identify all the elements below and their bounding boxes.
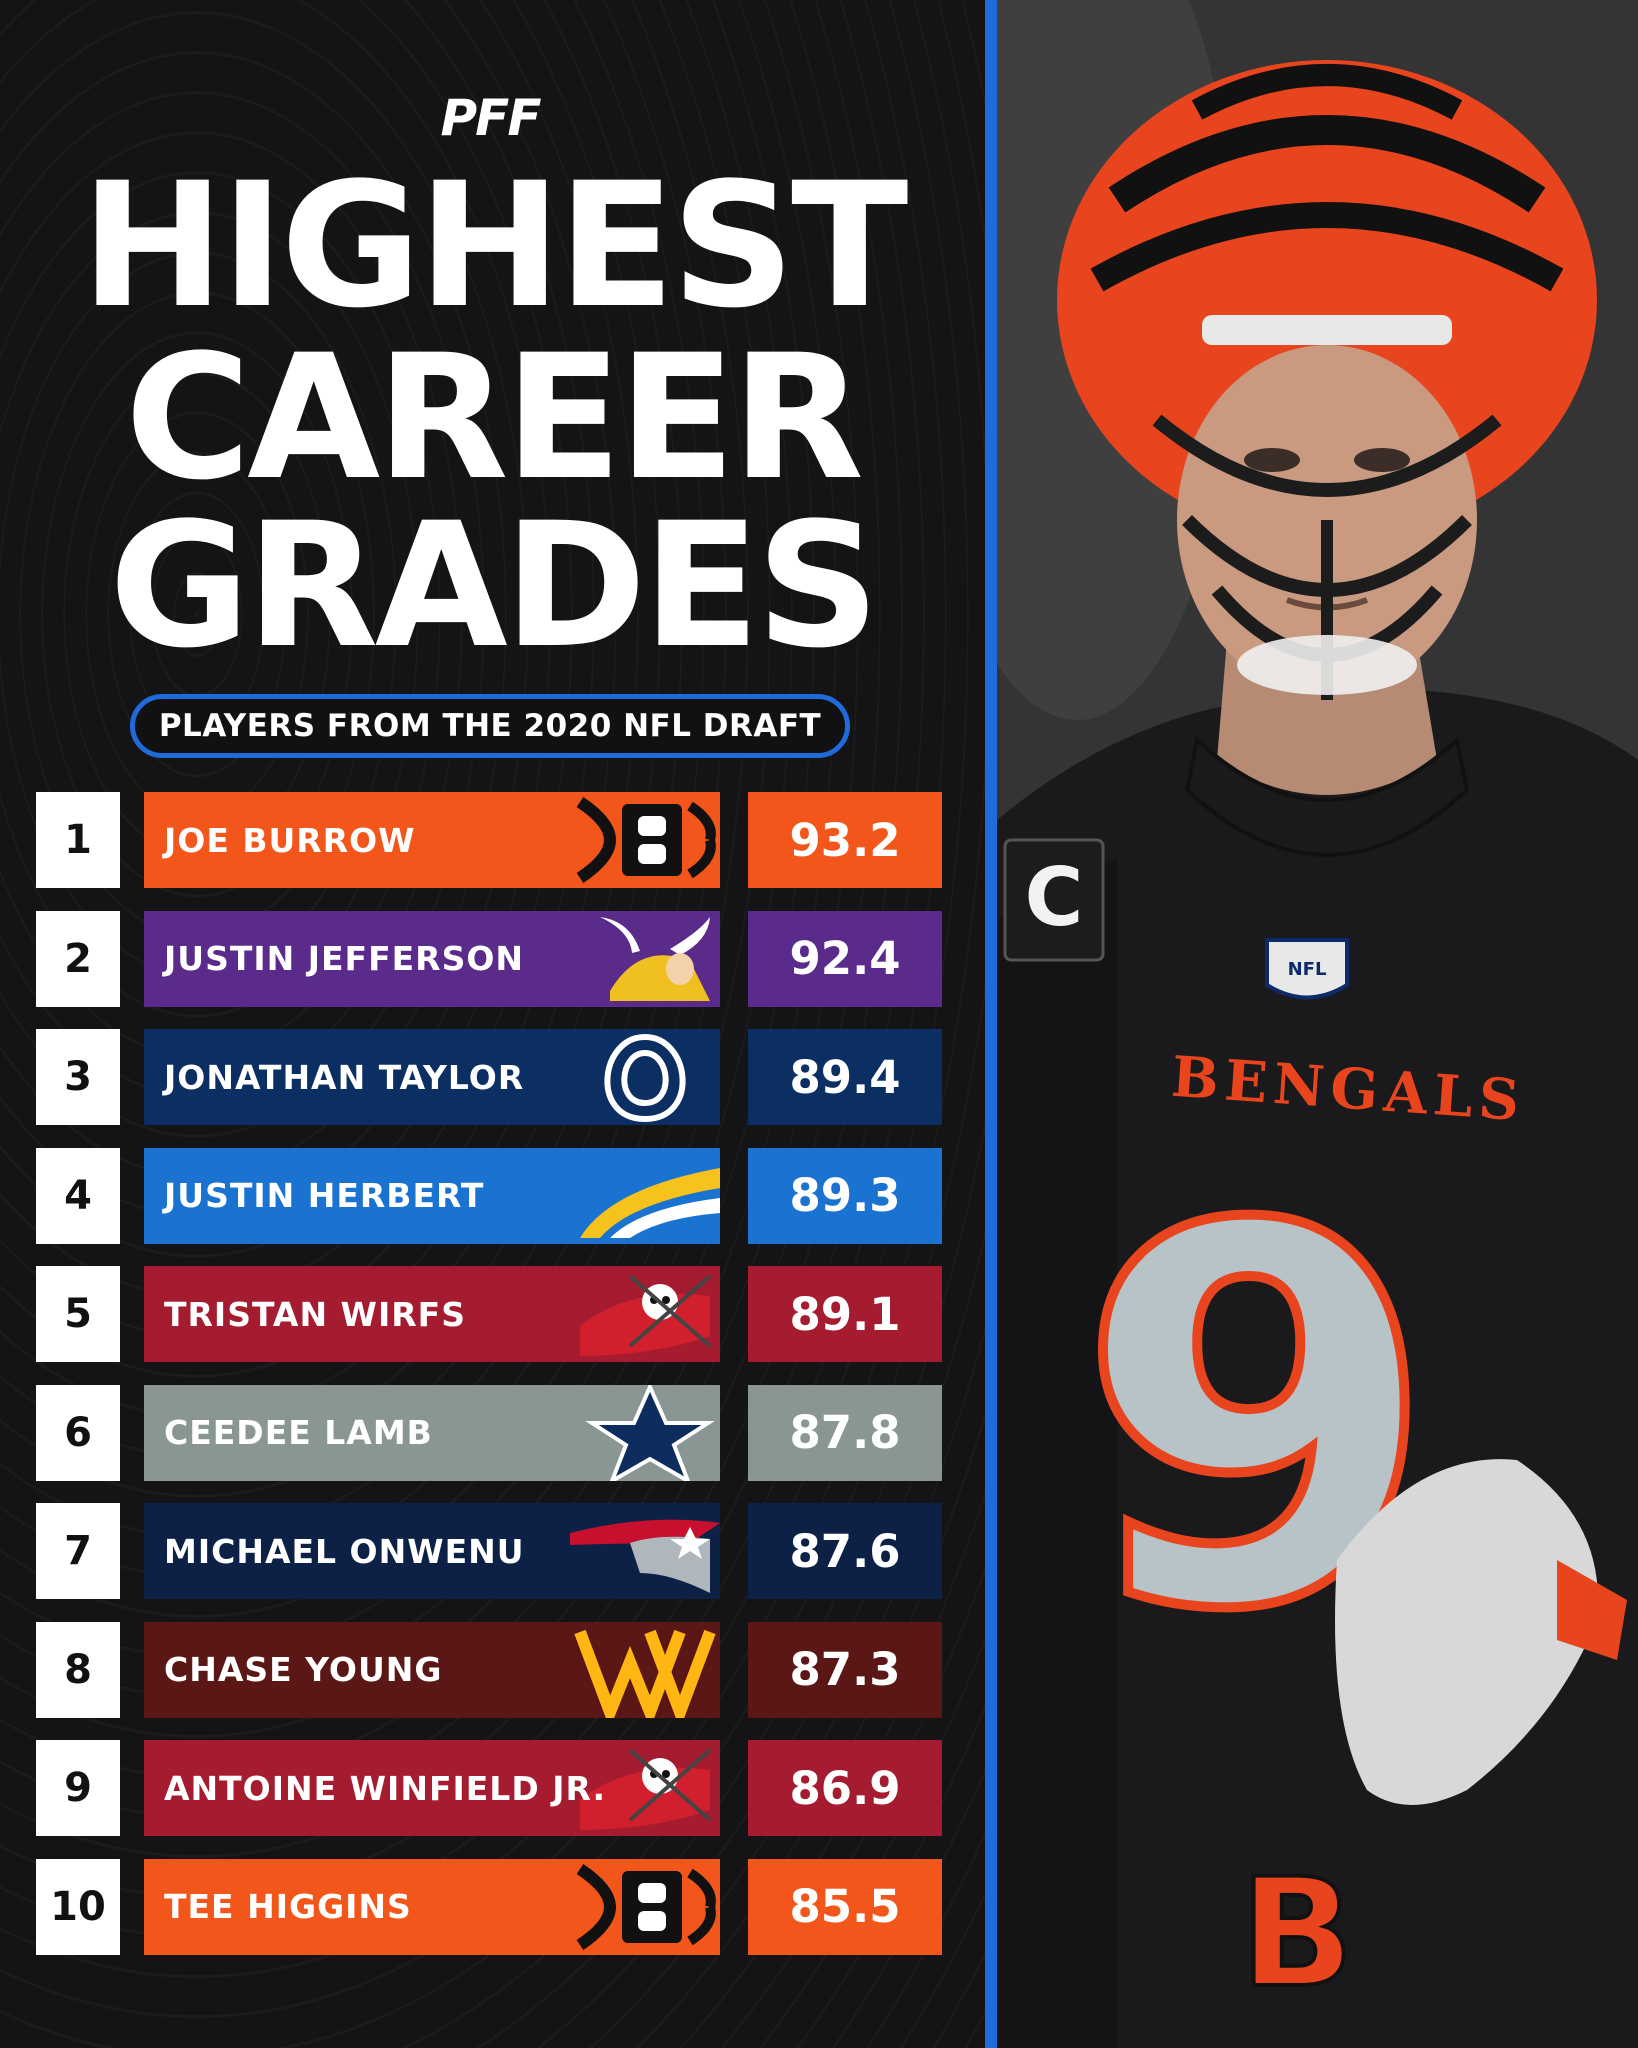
player-name: TRISTAN WIRFS xyxy=(164,1294,466,1334)
player-name-bar: JUSTIN HERBERT xyxy=(144,1147,720,1244)
player-name-bar: ANTOINE WINFIELD JR. xyxy=(144,1740,720,1836)
rank-number: 1 xyxy=(64,817,92,863)
player-row: 9 ANTOINE WINFIELD JR. 86.9 xyxy=(0,1740,985,1836)
headline-line-3: GRADES xyxy=(109,485,880,686)
nfl-shield-text: NFL xyxy=(1288,959,1327,980)
player-name-bar: JUSTIN JEFFERSON xyxy=(144,910,720,1007)
player-row: 5 TRISTAN WIRFS 89.1 xyxy=(0,1266,985,1362)
rank-number: 7 xyxy=(64,1528,92,1574)
rank-number: 9 xyxy=(64,1765,92,1811)
player-name: JOE BURROW xyxy=(164,820,416,860)
player-name: CEEDEE LAMB xyxy=(164,1413,433,1452)
player-row: 7 MICHAEL ONWENU 87.6 xyxy=(0,1503,985,1599)
patriots-logo-icon xyxy=(570,1503,720,1599)
grade-value: 89.3 xyxy=(789,1169,901,1222)
grade-value: 87.6 xyxy=(789,1524,901,1578)
player-row: 2 JUSTIN JEFFERSON 92.4 xyxy=(0,910,985,1007)
rank-box: 5 xyxy=(36,1266,120,1362)
grade-box: 89.4 xyxy=(748,1029,942,1125)
rank-box: 10 xyxy=(36,1858,120,1955)
player-name-bar: TEE HIGGINS xyxy=(144,1858,720,1955)
player-photo-illustration: C NFL BENGALS 9 B xyxy=(997,0,1638,2048)
rank-box: 6 xyxy=(36,1384,120,1481)
player-name-bar: JONATHAN TAYLOR xyxy=(144,1029,720,1125)
chargers-logo-icon xyxy=(570,1148,720,1244)
colts-logo-icon xyxy=(570,1029,720,1125)
player-name-bar: MICHAEL ONWENU xyxy=(144,1503,720,1599)
player-name: JUSTIN JEFFERSON xyxy=(164,939,525,978)
player-name: CHASE YOUNG xyxy=(164,1650,443,1689)
subtitle-pill: PLAYERS FROM THE 2020 NFL DRAFT xyxy=(130,694,850,758)
captain-patch-letter: C xyxy=(1025,851,1084,944)
rank-number: 2 xyxy=(64,935,92,982)
bengals-logo-icon xyxy=(570,1859,720,1955)
rank-box: 2 xyxy=(36,910,120,1007)
player-name: MICHAEL ONWENU xyxy=(164,1531,525,1571)
grade-box: 85.5 xyxy=(748,1858,942,1955)
grade-box: 87.6 xyxy=(748,1503,942,1599)
player-name-bar: JOE BURROW xyxy=(144,792,720,888)
rank-box: 4 xyxy=(36,1147,120,1244)
rank-box: 9 xyxy=(36,1740,120,1836)
buccaneers-logo-icon xyxy=(570,1740,720,1836)
player-name: JUSTIN HERBERT xyxy=(164,1176,485,1215)
grade-value: 92.4 xyxy=(789,932,901,985)
grade-value: 93.2 xyxy=(789,813,901,867)
pff-logo-text: PFF xyxy=(440,89,542,147)
headline-line-2: CAREER xyxy=(124,317,864,518)
bengals-b-logo: B xyxy=(1240,1847,1354,2021)
player-name-bar: CEEDEE LAMB xyxy=(144,1384,720,1481)
grade-value: 89.4 xyxy=(789,1050,901,1104)
grade-box: 89.1 xyxy=(748,1266,942,1362)
cowboys-logo-icon xyxy=(570,1384,720,1481)
rank-number: 3 xyxy=(64,1054,92,1100)
grade-box: 93.2 xyxy=(748,792,942,888)
blue-divider xyxy=(985,0,997,2048)
grade-box: 86.9 xyxy=(748,1740,942,1836)
rank-box: 7 xyxy=(36,1503,120,1599)
grade-box: 87.8 xyxy=(748,1384,942,1481)
vikings-logo-icon xyxy=(570,911,720,1007)
grade-box: 87.3 xyxy=(748,1621,942,1718)
grade-value: 87.8 xyxy=(789,1406,901,1459)
pff-logo: PFF xyxy=(400,89,580,147)
grade-box: 92.4 xyxy=(748,910,942,1007)
player-name: TEE HIGGINS xyxy=(164,1887,412,1926)
player-name: ANTOINE WINFIELD JR. xyxy=(164,1768,607,1808)
rank-number: 4 xyxy=(64,1172,92,1219)
grade-value: 87.3 xyxy=(789,1643,901,1696)
player-photo: C NFL BENGALS 9 B xyxy=(997,0,1638,2048)
rank-number: 8 xyxy=(64,1646,92,1693)
player-name-bar: TRISTAN WIRFS xyxy=(144,1266,720,1362)
player-row: 3 JONATHAN TAYLOR 89.4 xyxy=(0,1029,985,1125)
rank-number: 10 xyxy=(50,1883,106,1930)
player-row: 10 TEE HIGGINS 85.5 xyxy=(0,1858,985,1955)
rank-number: 5 xyxy=(64,1291,92,1337)
player-row: 4 JUSTIN HERBERT 89.3 xyxy=(0,1147,985,1244)
rank-box: 3 xyxy=(36,1029,120,1125)
rank-box: 8 xyxy=(36,1621,120,1718)
bengals-logo-icon xyxy=(570,792,720,888)
buccaneers-logo-icon xyxy=(570,1266,720,1362)
commanders-logo-icon xyxy=(570,1622,720,1718)
grade-value: 85.5 xyxy=(789,1880,901,1933)
grade-value: 86.9 xyxy=(789,1761,901,1815)
player-row: 8 CHASE YOUNG 87.3 xyxy=(0,1621,985,1718)
grade-box: 89.3 xyxy=(748,1147,942,1244)
rank-box: 1 xyxy=(36,792,120,888)
player-row: 6 CEEDEE LAMB 87.8 xyxy=(0,1384,985,1481)
player-row: 1 JOE BURROW 93.2 xyxy=(0,792,985,888)
headline-line-1: HIGHEST xyxy=(80,145,909,346)
player-name: JONATHAN TAYLOR xyxy=(164,1057,525,1097)
grade-value: 89.1 xyxy=(789,1287,901,1341)
rank-number: 6 xyxy=(64,1409,92,1456)
subtitle-text: PLAYERS FROM THE 2020 NFL DRAFT xyxy=(158,708,822,744)
player-name-bar: CHASE YOUNG xyxy=(144,1621,720,1718)
